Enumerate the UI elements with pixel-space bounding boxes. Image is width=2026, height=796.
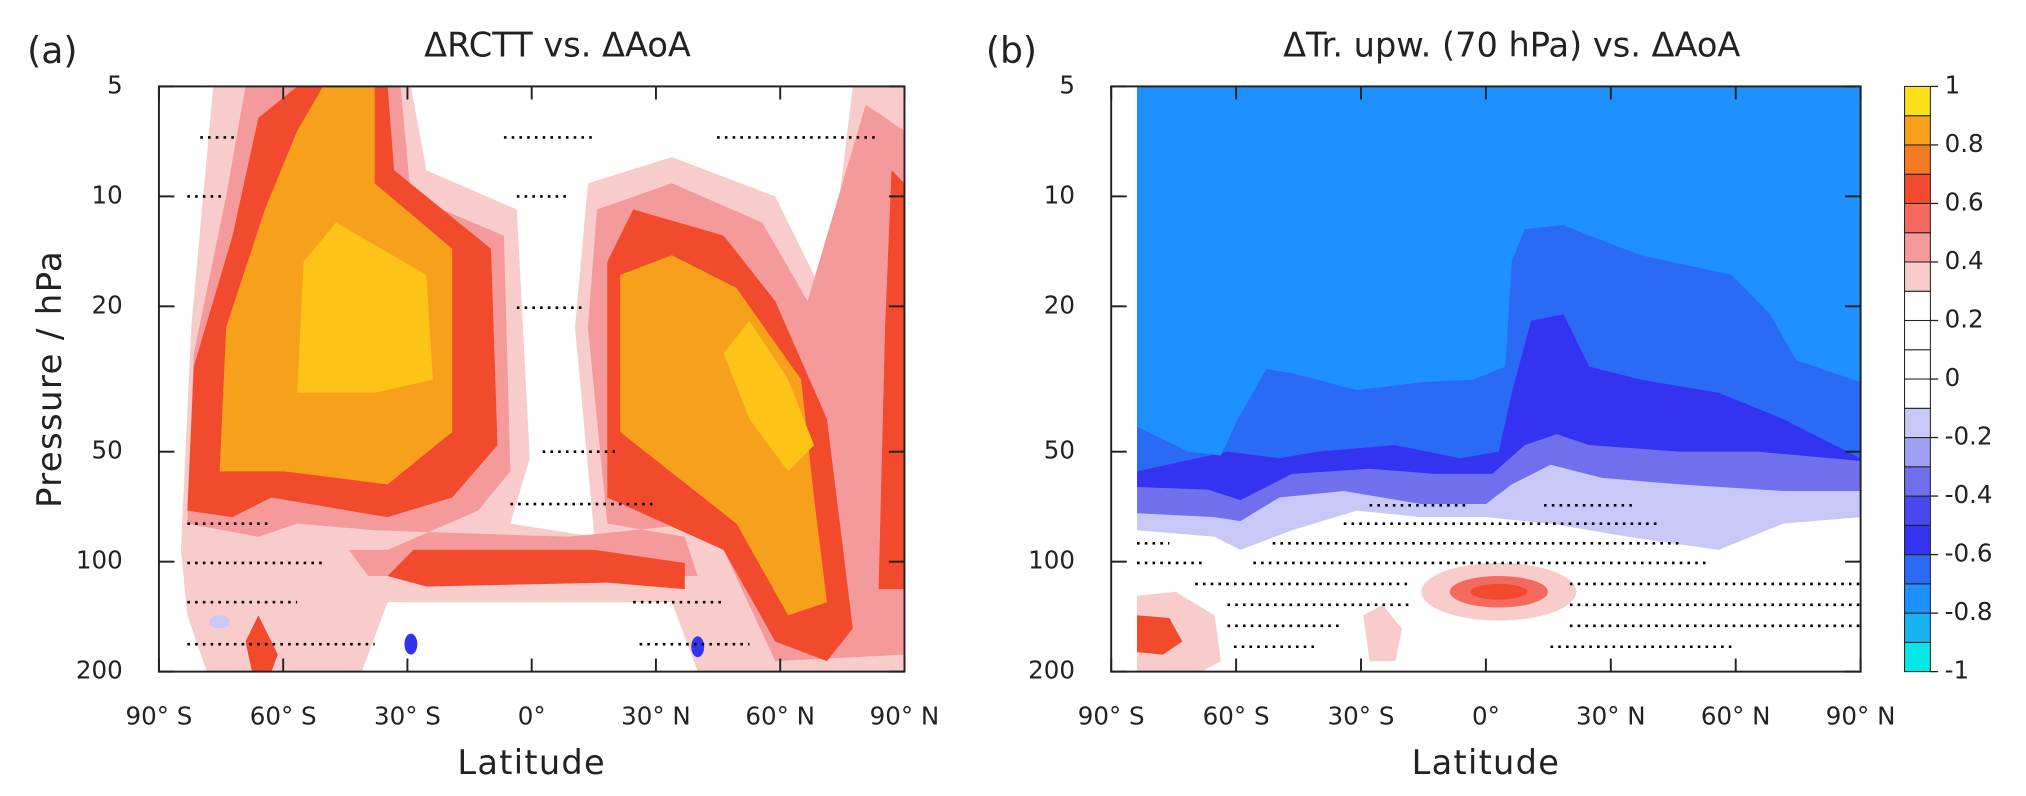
- colorbar-swatch: [1904, 612, 1931, 643]
- y-tick-label: 5: [107, 70, 123, 99]
- colorbar-swatch: [1904, 261, 1931, 292]
- x-tick-label: 60° S: [1203, 701, 1270, 730]
- contours-b: [1137, 86, 1861, 672]
- y-tick-label: 20: [92, 290, 123, 319]
- contour-region: [404, 633, 418, 655]
- x-tick-label: 30° N: [1576, 701, 1646, 730]
- y-tick-label: 200: [76, 656, 123, 685]
- y-tick-label: 10: [92, 180, 123, 209]
- panel-label: (b): [986, 29, 1037, 72]
- colorbar-label: 0.4: [1945, 246, 1984, 275]
- y-tick-label: 20: [1044, 290, 1075, 319]
- x-tick-label: 90° N: [1826, 701, 1896, 730]
- contour-region: [245, 615, 278, 672]
- contour-region: [1137, 615, 1183, 655]
- colorbar-swatch: [1904, 466, 1931, 497]
- contour-region: [1137, 86, 1861, 456]
- y-tick-label: 10: [1044, 180, 1075, 209]
- x-axis-label: Latitude: [457, 743, 606, 782]
- chart-title: ΔRCTT vs. ΔAoA: [424, 25, 691, 64]
- colorbar-label: 1: [1945, 70, 1961, 99]
- colorbar-swatch: [1904, 437, 1931, 468]
- colorbar-label: -0.4: [1945, 480, 1993, 509]
- colorbar-swatch: [1904, 144, 1931, 175]
- x-tick-label: 30° N: [621, 701, 691, 730]
- stippling: [1137, 504, 1861, 649]
- chart-title: ΔTr. upw. (70 hPa) vs. ΔAoA: [1283, 25, 1740, 64]
- colorbar-label: 0.2: [1945, 304, 1984, 333]
- y-axis-label: Pressure / hPa: [30, 250, 69, 508]
- colorbar-swatch: [1904, 232, 1931, 263]
- contour-region: [1514, 392, 1564, 446]
- colorbar-swatch: [1904, 524, 1931, 556]
- colorbar-swatch: [1904, 290, 1931, 322]
- colorbar-label: 0.8: [1945, 129, 1984, 158]
- colorbar-label: -0.8: [1945, 597, 1993, 626]
- y-tick-label: 5: [1059, 70, 1075, 99]
- x-tick-label: 60° N: [1701, 701, 1771, 730]
- colorbar-label: 0.6: [1945, 187, 1984, 216]
- colorbar-swatch: [1904, 173, 1931, 204]
- colorbar-swatch: [1904, 495, 1931, 526]
- y-tick-label: 100: [1028, 546, 1075, 575]
- x-tick-label: 60° S: [250, 701, 317, 730]
- contour-region: [691, 636, 705, 658]
- colorbar-swatch: [1904, 202, 1931, 234]
- colorbar-swatch: [1904, 554, 1931, 585]
- y-tick-label: 200: [1028, 656, 1075, 685]
- colorbar-swatch: [1904, 407, 1931, 439]
- panel-label: (a): [27, 29, 77, 72]
- x-tick-label: 90° N: [870, 701, 940, 730]
- y-tick-label: 100: [76, 546, 123, 575]
- contour-region: [219, 86, 827, 616]
- colorbar-swatch: [1904, 115, 1931, 146]
- colorbar-swatch: [1904, 641, 1931, 673]
- contours-a: [180, 86, 905, 672]
- colorbar-swatch: [1904, 378, 1931, 409]
- contour-region: [297, 222, 815, 472]
- colorbar-label: -1: [1945, 656, 1969, 685]
- stippling: [187, 136, 879, 646]
- colorbar-swatch: [1904, 349, 1931, 380]
- x-tick-label: 90° S: [1078, 701, 1145, 730]
- colorbar-label: -0.2: [1945, 421, 1993, 450]
- colorbar-swatch: [1904, 583, 1931, 614]
- colorbar-label: 0: [1945, 363, 1961, 392]
- colorbar-label: -0.6: [1945, 538, 1993, 567]
- x-tick-label: 60° N: [745, 701, 815, 730]
- contour-region: [1137, 591, 1402, 672]
- x-tick-label: 0°: [518, 701, 546, 730]
- x-axis-label: Latitude: [1412, 743, 1561, 782]
- colorbar-swatch: [1904, 319, 1931, 351]
- x-tick-label: 90° S: [125, 701, 192, 730]
- x-tick-label: 30° S: [374, 701, 441, 730]
- contour-region: [1470, 583, 1528, 600]
- colorbar-swatch: [1904, 85, 1931, 117]
- contour-region: [209, 615, 230, 629]
- x-tick-label: 30° S: [1328, 701, 1395, 730]
- x-tick-label: 0°: [1472, 701, 1500, 730]
- y-tick-label: 50: [1044, 436, 1075, 465]
- y-tick-label: 50: [92, 436, 123, 465]
